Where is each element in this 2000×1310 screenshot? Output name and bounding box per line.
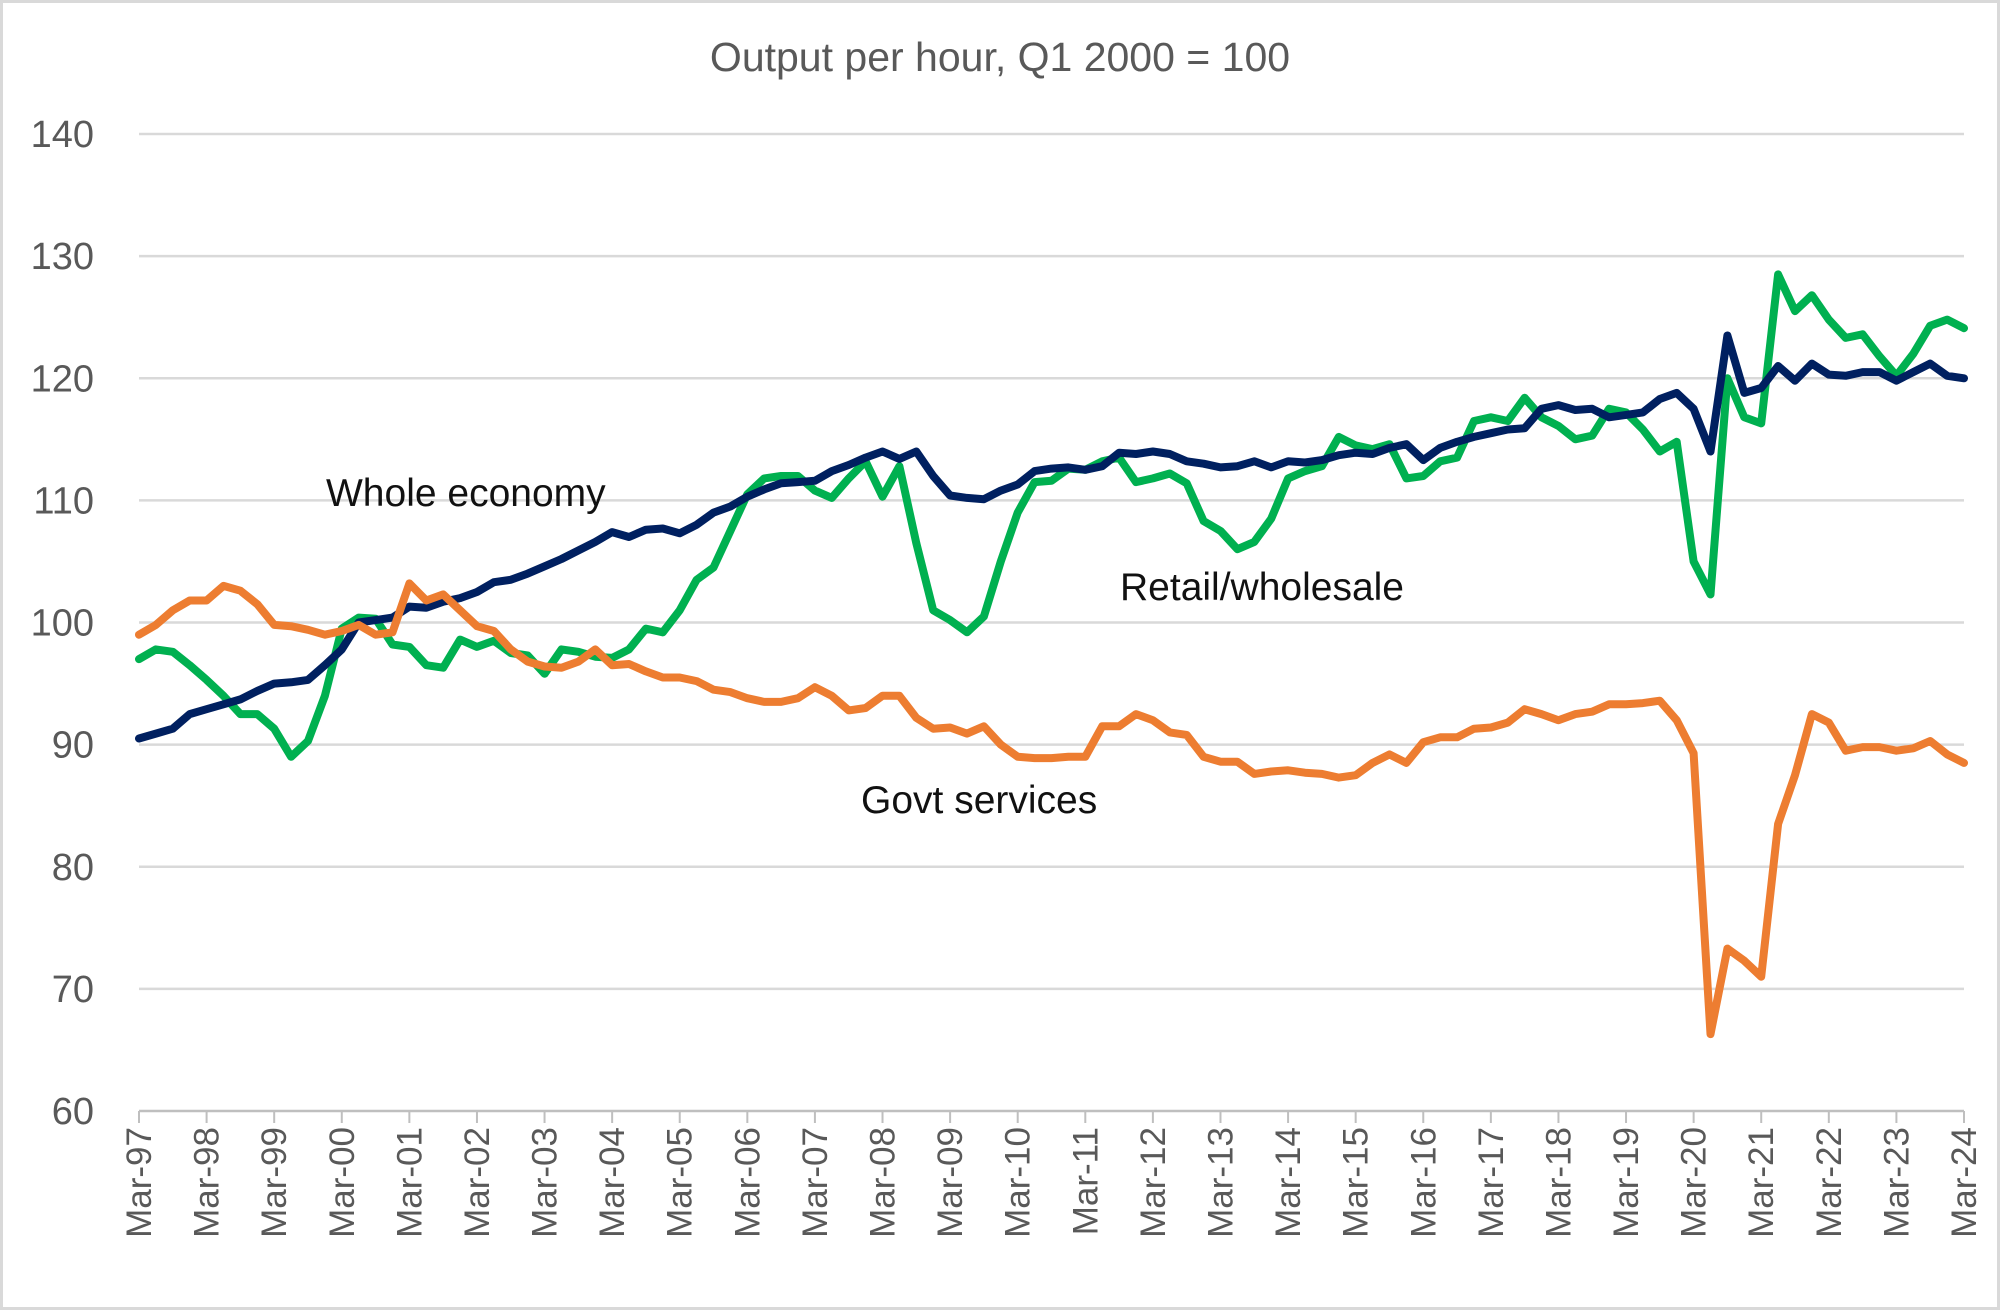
x-tick-label: Mar-08 xyxy=(864,1127,903,1238)
y-tick-label: 110 xyxy=(33,480,94,522)
x-tick-label: Mar-22 xyxy=(1810,1127,1849,1238)
annotation-govt-services: Govt services xyxy=(861,779,1097,822)
series-lines xyxy=(135,270,1968,1039)
y-tick-label: 60 xyxy=(52,1091,94,1133)
x-tick-label: Mar-23 xyxy=(1877,1127,1916,1238)
x-tick-label: Mar-12 xyxy=(1134,1127,1173,1238)
x-tick-label: Mar-20 xyxy=(1675,1127,1714,1238)
x-tick-label: Mar-02 xyxy=(458,1127,497,1238)
annotation-retail-wholesale: Retail/wholesale xyxy=(1120,566,1404,609)
y-tick-label: 100 xyxy=(31,603,94,645)
x-tick-label: Mar-04 xyxy=(593,1127,632,1238)
x-tick-label: Mar-13 xyxy=(1201,1127,1240,1238)
series-line-retail-wholesale xyxy=(135,270,1968,761)
x-tick-label: Mar-21 xyxy=(1742,1127,1781,1238)
x-tick-label: Mar-15 xyxy=(1337,1127,1376,1238)
y-tick-label: 140 xyxy=(31,114,94,156)
y-axis-ticks: 60 70 80 90 100 110 120 130 140 xyxy=(31,114,94,1133)
x-tick-label: Mar-05 xyxy=(661,1127,700,1238)
x-tick-label: Mar-07 xyxy=(796,1127,835,1238)
series-line-whole-economy xyxy=(135,331,1968,743)
x-tick-label: Mar-17 xyxy=(1472,1127,1511,1238)
x-tick-label: Mar-14 xyxy=(1269,1127,1308,1238)
x-tick-label: Mar-16 xyxy=(1404,1127,1443,1238)
x-tick-label: Mar-00 xyxy=(323,1127,362,1238)
y-tick-label: 120 xyxy=(31,358,94,400)
x-tick-label: Mar-11 xyxy=(1066,1127,1105,1235)
x-tick-label: Mar-98 xyxy=(188,1127,227,1238)
y-tick-label: 70 xyxy=(52,969,94,1011)
y-tick-label: 80 xyxy=(52,847,94,889)
x-tick-label: Mar-97 xyxy=(120,1127,159,1238)
annotation-whole-economy: Whole economy xyxy=(326,472,606,515)
y-tick-label: 90 xyxy=(52,725,94,767)
x-tick-label: Mar-06 xyxy=(728,1127,767,1238)
x-tick-label: Mar-24 xyxy=(1945,1127,1984,1238)
series-line-govt-services xyxy=(135,579,1968,1039)
gridlines xyxy=(139,132,1964,991)
x-tick-label: Mar-18 xyxy=(1539,1127,1578,1238)
x-tick-label: Mar-99 xyxy=(255,1127,294,1238)
y-tick-label: 130 xyxy=(31,236,94,278)
x-tick-label: Mar-10 xyxy=(999,1127,1038,1238)
x-tick-label: Mar-09 xyxy=(931,1127,970,1238)
chart-title: Output per hour, Q1 2000 = 100 xyxy=(710,34,1290,80)
x-tick-label: Mar-03 xyxy=(526,1127,565,1238)
x-axis: Mar-97 Mar-98 Mar-99 Mar-00 Mar-01 Mar-02 Mar-… xyxy=(120,1109,1984,1238)
x-tick-label: Mar-19 xyxy=(1607,1127,1646,1238)
x-tick-label: Mar-01 xyxy=(390,1127,429,1238)
